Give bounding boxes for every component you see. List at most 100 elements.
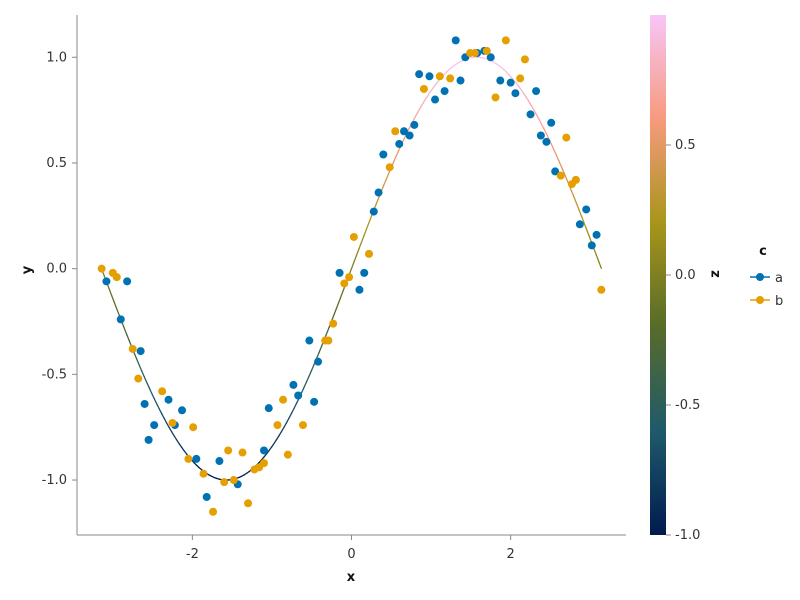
curve-segment [288,412,293,419]
point-b [229,476,238,485]
point-a [264,404,273,413]
curve-segment [375,196,380,205]
point-b [209,507,218,516]
curve-segment [368,215,373,224]
point-b [298,421,307,430]
curve-segment [598,261,602,269]
point-b [562,133,571,142]
curve-segment [580,215,585,223]
point-a [496,76,505,85]
colorbar-bar [650,15,666,535]
curve-segment [275,434,280,441]
point-b [112,273,121,282]
y-tick-label: 1.0 [46,50,67,65]
curve-segment [365,221,370,230]
curve-segment [545,133,550,140]
point-a [144,435,153,444]
x-axis: -2 0 2 [77,534,626,562]
curve-segment [415,109,420,116]
curve-segment [520,89,525,95]
curve-segment [413,113,418,120]
point-a [542,137,551,146]
curve-segment [385,172,390,180]
curve-segment [535,113,540,120]
point-a [395,139,404,148]
curve-segment [540,123,545,130]
curve-segment [318,345,323,354]
point-a [215,457,224,466]
point-a [440,87,449,96]
legend-marker-a [756,273,764,281]
curve-segment [355,248,360,257]
colorbar-tick-label: 0.0 [675,268,696,283]
y-tick-label: -1.0 [42,473,67,488]
point-a [592,230,601,239]
point-b [571,175,580,184]
curve-segment [173,435,178,441]
curve-segment [523,93,528,99]
point-a [259,446,268,455]
legend-label-a: a [775,271,783,286]
point-a [582,205,591,214]
curve-segment [290,407,295,414]
curve-segment [595,254,600,263]
point-a [305,336,314,345]
curve-segment [550,143,555,151]
curve-segment [155,402,160,410]
curve-segment [108,288,113,297]
curve-segment [123,327,128,335]
curve-segment [335,301,340,309]
curve-segment [145,381,150,389]
colorbar-tick-label: -1.0 [675,528,700,543]
point-a [102,277,111,286]
point-b [435,72,444,81]
curve-segment [555,154,560,162]
curve-segment [333,307,338,316]
point-a [369,207,378,216]
curve-segment [180,446,185,452]
curve-segment [428,89,433,95]
curve-segment [150,392,155,400]
curve-segment [528,100,533,107]
point-b [349,232,358,241]
point-a [400,127,409,136]
curve-segment [168,426,173,433]
point-a [374,188,383,197]
curve-segment [268,446,273,452]
curve-segment [553,148,558,156]
point-b [189,423,198,432]
point-b [345,273,354,282]
point-a [360,268,369,277]
colorbar-tick-label: 0.5 [675,138,696,153]
curve-segment [518,85,523,91]
curve-segment [278,430,283,437]
curve-segment [148,387,153,394]
point-b [516,74,525,83]
colorbar-title: z [708,270,723,278]
curve-segment [140,370,145,378]
curve-segment [525,96,530,103]
curve-segment [383,178,388,186]
curve-segment [543,128,548,135]
curve-segment [363,228,368,237]
legend: c ab [750,244,783,309]
curve-segment [163,417,168,424]
point-b [419,84,428,93]
plot-area [97,36,606,516]
colorbar-tick-label: -0.5 [675,398,700,413]
point-a [456,76,465,85]
y-tick-label: 0.0 [46,262,67,277]
curve-segment [143,375,148,383]
curve-segment [563,171,568,180]
curve-segment [308,369,313,377]
curve-segment [280,426,285,433]
curve-segment [153,397,158,405]
curve-segment [575,202,580,211]
point-a [425,72,434,81]
point-b [238,448,247,457]
point-b [283,450,292,459]
curve-segment [593,247,597,256]
point-b [597,285,606,294]
colorbar: -1.0 -0.5 0.0 0.5 [650,15,700,543]
point-b [259,459,268,468]
